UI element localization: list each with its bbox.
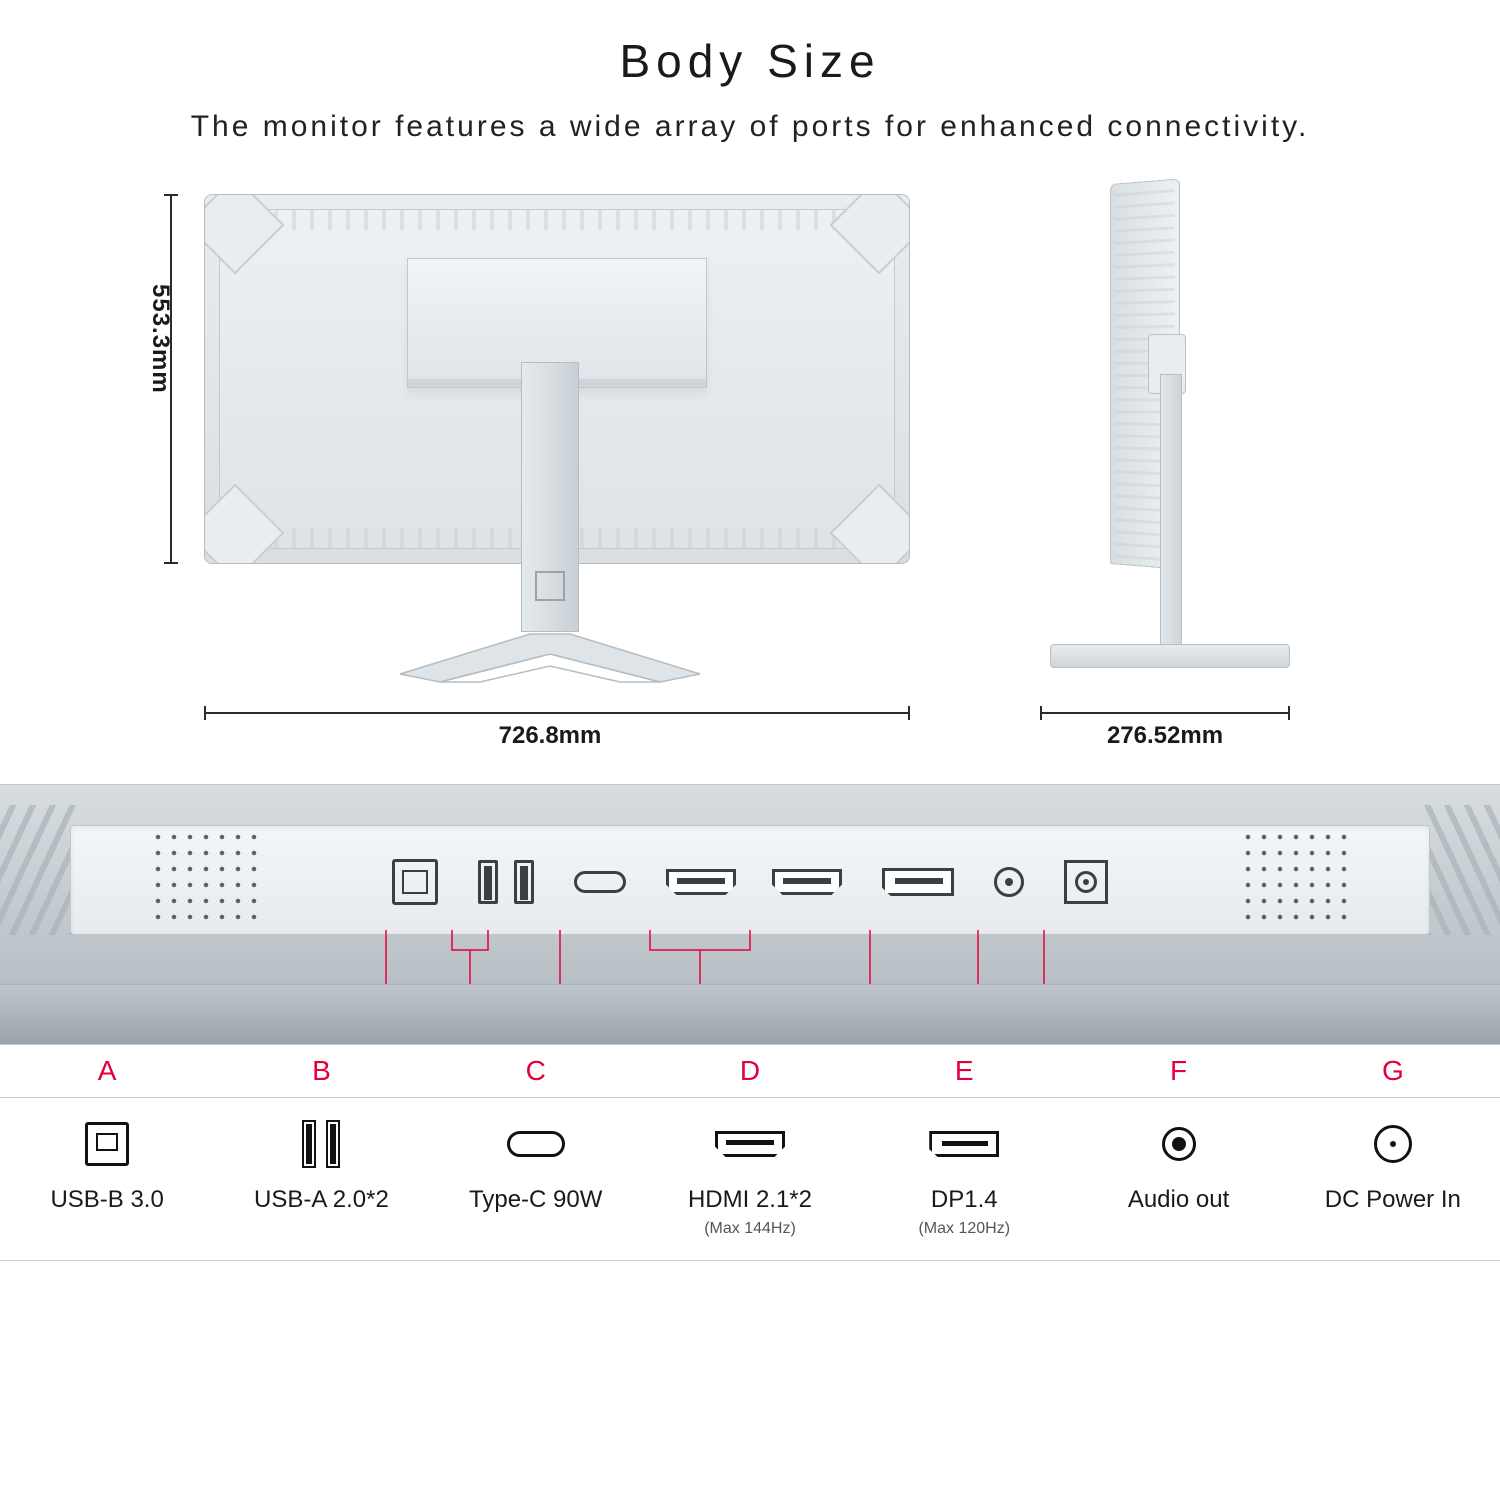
spec-sublabel: (Max 120Hz) bbox=[918, 1220, 1010, 1238]
spec-col-key: F bbox=[1071, 1045, 1285, 1097]
bottom-ledge bbox=[0, 984, 1500, 1044]
displayport-icon bbox=[882, 868, 954, 896]
corner-accent-icon bbox=[830, 484, 910, 564]
stand-base bbox=[380, 624, 720, 684]
usb-a-icon bbox=[478, 860, 498, 904]
dc-power-icon bbox=[1064, 860, 1108, 904]
spec-col-key: C bbox=[429, 1045, 643, 1097]
spec-col: DC Power In bbox=[1286, 1116, 1500, 1238]
spec-table-body: USB-B 3.0 USB-A 2.0*2 Type-C 90W HDMI 2.… bbox=[0, 1098, 1500, 1261]
hdmi-icon bbox=[715, 1131, 785, 1157]
hdmi-icon bbox=[772, 869, 842, 895]
port-dc bbox=[1064, 860, 1108, 904]
spec-label: Audio out bbox=[1128, 1186, 1229, 1214]
spec-col: DP1.4 (Max 120Hz) bbox=[857, 1116, 1071, 1238]
spec-label: DP1.4 bbox=[931, 1186, 998, 1214]
spec-col: HDMI 2.1*2 (Max 144Hz) bbox=[643, 1116, 857, 1238]
usb-a-icon bbox=[514, 860, 534, 904]
page-subtitle: The monitor features a wide array of por… bbox=[0, 110, 1500, 144]
port-usb-a-pair bbox=[478, 860, 534, 904]
depth-dimension-line bbox=[1040, 712, 1290, 714]
stand-neck-side bbox=[1160, 374, 1182, 654]
spec-col: Type-C 90W bbox=[429, 1116, 643, 1238]
usb-c-icon bbox=[574, 871, 626, 893]
usb-b-icon bbox=[392, 859, 438, 905]
displayport-icon bbox=[929, 1131, 999, 1157]
depth-dimension-label: 276.52mm bbox=[1040, 722, 1290, 750]
stand-neck bbox=[521, 362, 579, 632]
audio-jack-icon bbox=[994, 867, 1024, 897]
usb-a-pair-icon bbox=[302, 1120, 340, 1168]
side-view: 276.52mm bbox=[1040, 184, 1330, 744]
port-hdmi-pair bbox=[666, 869, 842, 895]
port-panel: A B C D E F G bbox=[0, 784, 1500, 1044]
corner-accent-icon bbox=[204, 194, 284, 274]
dc-power-icon bbox=[1374, 1125, 1412, 1163]
stand-foot-side bbox=[1050, 644, 1290, 668]
page: Body Size The monitor features a wide ar… bbox=[0, 0, 1500, 1500]
spec-sublabel: (Max 144Hz) bbox=[704, 1220, 796, 1238]
corner-accent-icon bbox=[830, 194, 910, 274]
usb-b-icon bbox=[85, 1122, 129, 1166]
width-dimension-label: 726.8mm bbox=[170, 722, 930, 750]
spec-label: DC Power In bbox=[1325, 1186, 1461, 1214]
ports-row bbox=[0, 837, 1500, 927]
spec-col: Audio out bbox=[1071, 1116, 1285, 1238]
audio-jack-icon bbox=[1162, 1127, 1196, 1161]
spec-col-key: A bbox=[0, 1045, 214, 1097]
height-dimension-label: 553.3mm bbox=[146, 284, 174, 394]
port-usb-c bbox=[574, 871, 626, 893]
port-usb-b bbox=[392, 859, 438, 905]
spec-col-key: B bbox=[214, 1045, 428, 1097]
usb-c-icon bbox=[507, 1131, 565, 1157]
spec-label: USB-A 2.0*2 bbox=[254, 1186, 389, 1214]
hdmi-icon bbox=[666, 869, 736, 895]
spec-label: HDMI 2.1*2 bbox=[688, 1186, 812, 1214]
spec-table-head: A B C D E F G bbox=[0, 1044, 1500, 1098]
spec-table: A B C D E F G USB-B 3.0 USB-A 2.0*2 Type… bbox=[0, 1044, 1500, 1261]
port-audio bbox=[994, 867, 1024, 897]
spec-col-key: D bbox=[643, 1045, 857, 1097]
spec-col-key: E bbox=[857, 1045, 1071, 1097]
page-title: Body Size bbox=[0, 0, 1500, 88]
spec-label: Type-C 90W bbox=[469, 1186, 602, 1214]
spec-col: USB-A 2.0*2 bbox=[214, 1116, 428, 1238]
port-dp bbox=[882, 868, 954, 896]
dimension-views: 553.3mm 726.8mm bbox=[0, 174, 1500, 774]
spec-label: USB-B 3.0 bbox=[50, 1186, 163, 1214]
spec-col-key: G bbox=[1286, 1045, 1500, 1097]
spec-col: USB-B 3.0 bbox=[0, 1116, 214, 1238]
width-dimension-line bbox=[204, 712, 910, 714]
rear-view: 553.3mm 726.8mm bbox=[170, 184, 930, 744]
corner-accent-icon bbox=[204, 484, 284, 564]
